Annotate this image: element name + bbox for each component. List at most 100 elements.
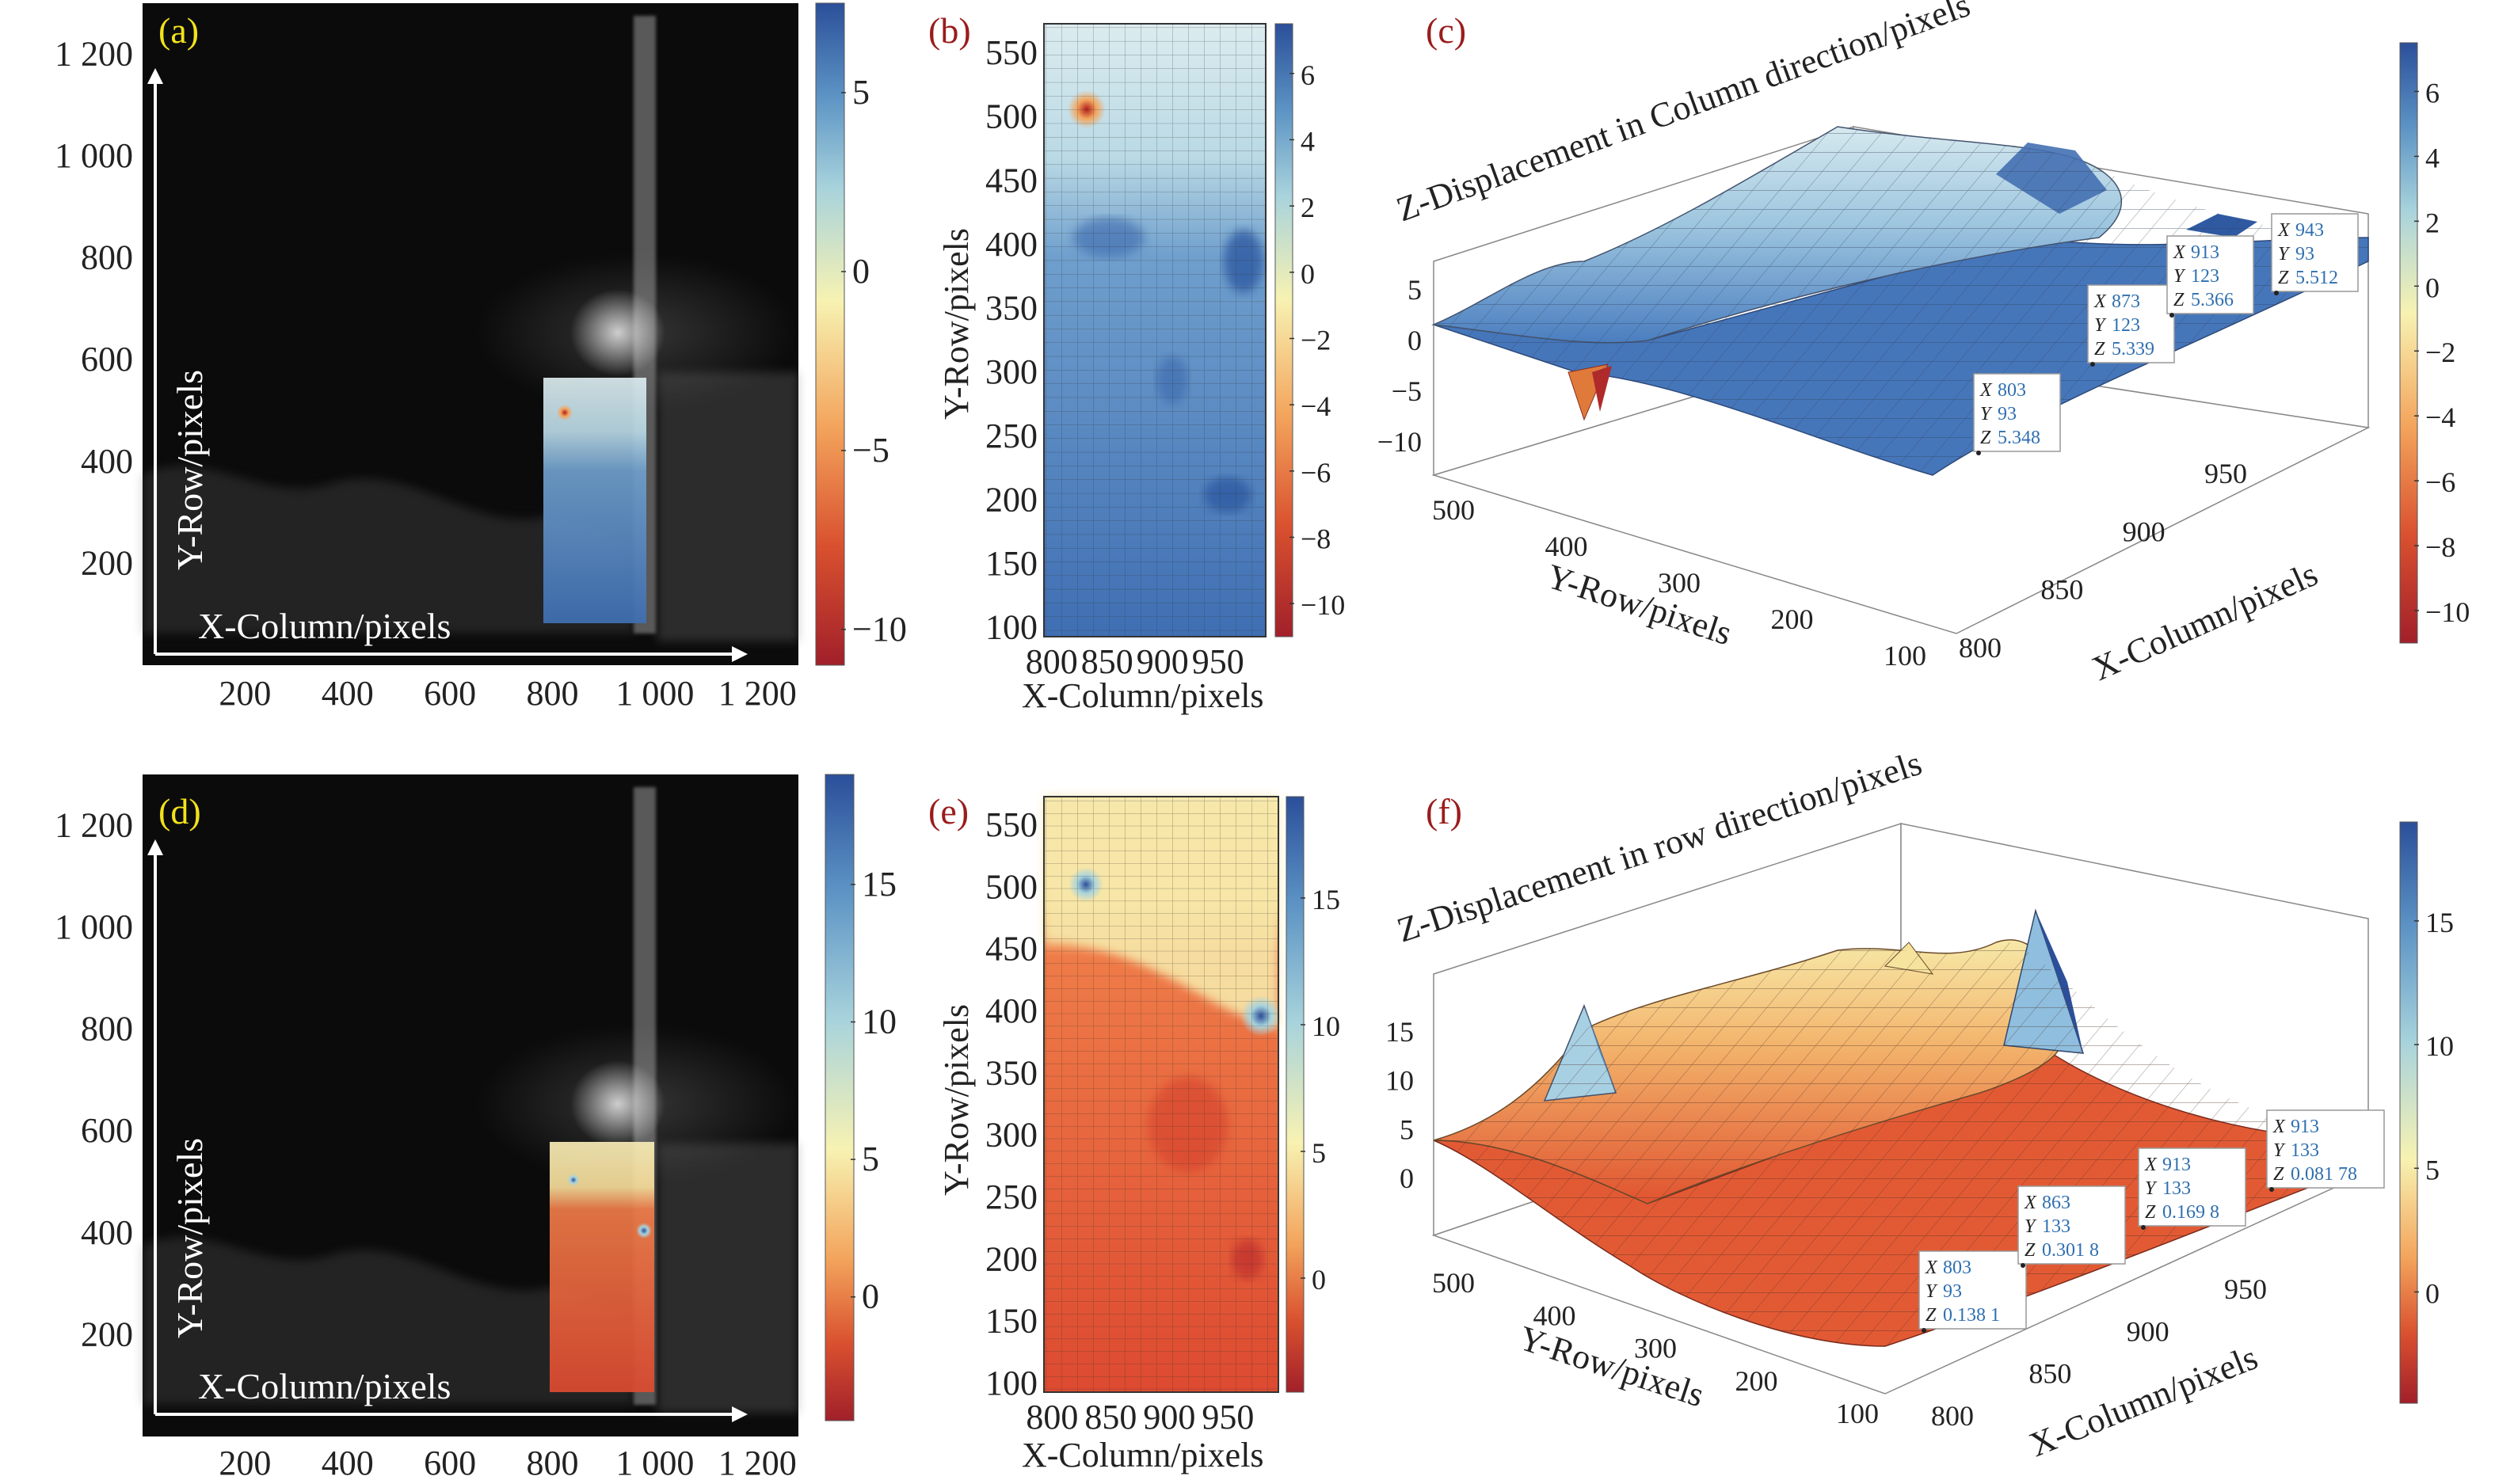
- tick-labels: 800 850 900 950 100 150 200 250 300 350 400 450 500 5…: [985, 805, 1254, 1436]
- x-tick-label: 800: [1931, 1400, 1974, 1432]
- debris-band: [143, 1237, 634, 1405]
- x-tick-label: 200: [219, 1444, 271, 1482]
- x-axis-label: X-Column/pixels: [1022, 676, 1264, 715]
- y-tick-label: 200: [81, 1315, 133, 1353]
- panel-f: (f) Z-Displacement in row direction/pixe…: [1385, 744, 2454, 1464]
- datatip-value: 93: [1943, 1281, 1962, 1302]
- overlay-field: [550, 1142, 654, 1392]
- colorbar-tick-label: 15: [2425, 907, 2454, 938]
- datatip-box: [2138, 1147, 2246, 1227]
- colorbar-tick-label: 5: [2425, 1154, 2440, 1185]
- x-tick-label: 950: [1192, 642, 1244, 681]
- y-arrowhead: [147, 68, 163, 84]
- x-tick-label: 800: [527, 1444, 579, 1482]
- x-axis-label: X-Column/pixels: [2024, 1338, 2263, 1464]
- x-arrowhead: [732, 1406, 748, 1422]
- colorbar-tick-label: −5: [852, 431, 889, 470]
- colorbar-tick-label: 0: [862, 1277, 879, 1316]
- colorbar-tick-label: −2: [2425, 337, 2455, 368]
- y-tick-label: 200: [985, 480, 1038, 519]
- datatip-key: X: [1979, 380, 1993, 401]
- panel-e: (e) X-Column/pixels Y-Row/pixels 800 850 9…: [928, 791, 1340, 1474]
- colorbar-tick-label: 10: [862, 1003, 897, 1041]
- datatip-key: Z: [2025, 1240, 2036, 1261]
- datatip-marker: [2274, 291, 2279, 295]
- datatip-key: Z: [2273, 1164, 2284, 1185]
- colorbar-tick-label: 15: [1312, 884, 1340, 915]
- x-tick-label: 800: [527, 674, 579, 713]
- x-tick-label: 900: [2127, 1315, 2169, 1347]
- y-tick-label: 300: [1658, 567, 1701, 599]
- datatip-box: [2087, 284, 2175, 363]
- surface-mesh: [1434, 941, 2368, 1346]
- y-tick-label: 600: [81, 340, 133, 379]
- datatip-key: Y: [2094, 315, 2107, 336]
- x-tick-label: 1 000: [615, 1444, 694, 1482]
- colorbar: [1286, 796, 1305, 1393]
- datatip-key: Y: [2025, 1216, 2037, 1237]
- datatip-value: 93: [2295, 244, 2314, 264]
- colorbar-tick-label: 5: [862, 1140, 879, 1178]
- y-tick-label: 1 200: [55, 34, 133, 73]
- mesh-grid: [1044, 24, 1266, 637]
- y-tick-label: 1 000: [55, 908, 133, 946]
- datatip-key: X: [2093, 291, 2107, 312]
- y-axis-label: Y-Row/pixels: [937, 228, 976, 420]
- x-axis-label: X-Column/pixels: [198, 606, 451, 646]
- datatip-key: Y: [2145, 1178, 2158, 1199]
- y-arrowhead: [147, 839, 163, 855]
- y-tick-label: 500: [985, 97, 1038, 136]
- datatip-key: Y: [1926, 1281, 1938, 1302]
- colorbar-tick-label: −4: [2425, 401, 2455, 433]
- colorbar-ticks: 5 0 −5 −10: [841, 73, 907, 649]
- datatip-key: Y: [2273, 1140, 2286, 1161]
- y-tick-label: 200: [985, 1239, 1038, 1278]
- datatip-box: [1918, 1250, 2027, 1330]
- datatip-value: 5.348: [1998, 428, 2040, 448]
- datatip-value: 5.512: [2295, 268, 2338, 288]
- datatip-value: 803: [1998, 380, 2026, 401]
- datatip-value: 5.366: [2191, 290, 2234, 310]
- colorbar: [825, 774, 855, 1421]
- y-tick-label: 500: [1432, 494, 1475, 526]
- z-tick-label: 0: [1400, 1162, 1414, 1194]
- x-tick-label: 950: [2224, 1273, 2267, 1305]
- datatip-value: 0.138 1: [1943, 1305, 2000, 1326]
- x-tick-label: 1 000: [615, 674, 694, 713]
- colorbar-tick-label: 0: [2425, 272, 2440, 303]
- x-tick-label: 800: [1959, 632, 2002, 664]
- y-tick-label: 400: [1533, 1299, 1576, 1331]
- datatip-value: 873: [2112, 291, 2140, 312]
- datatip-box: [2266, 1109, 2385, 1189]
- colorbar-tick-label: 4: [2425, 142, 2440, 173]
- z-tick-label: −5: [1392, 375, 1422, 407]
- datatip-key: Z: [2145, 1202, 2156, 1223]
- x-tick-label: 850: [2028, 1358, 2071, 1390]
- overlay-hotspot: [636, 1223, 652, 1239]
- y-tick-label: 300: [985, 352, 1038, 391]
- y-tick-label: 550: [985, 33, 1038, 72]
- colorbar-tick-label: 0: [1312, 1264, 1326, 1296]
- colorbar-tick-label: −2: [1301, 324, 1331, 356]
- datatip-key: X: [2173, 242, 2186, 263]
- datatip-key: X: [2272, 1117, 2286, 1137]
- datatip-key: Z: [1980, 428, 1991, 448]
- colorbar: [815, 2, 845, 666]
- datatip-box: [2017, 1185, 2126, 1265]
- datatip-value: 93: [1998, 404, 2017, 424]
- z-tick-label: 5: [1400, 1113, 1414, 1145]
- x-tick-label: 600: [424, 674, 476, 713]
- overlay-hotspot: [557, 405, 573, 420]
- x-tick-label: 900: [2123, 516, 2166, 547]
- x-tick-label: 950: [2204, 458, 2247, 489]
- surface-spike: [1592, 366, 1612, 412]
- colorbar-tick-label: −8: [1301, 523, 1331, 554]
- panel-label-d: (d): [158, 791, 201, 831]
- y-tick-label: 550: [985, 805, 1038, 844]
- colorbar-tick-label: −6: [1301, 457, 1331, 489]
- x-arrowhead: [732, 646, 748, 662]
- z-tick-label: −10: [1377, 426, 1422, 458]
